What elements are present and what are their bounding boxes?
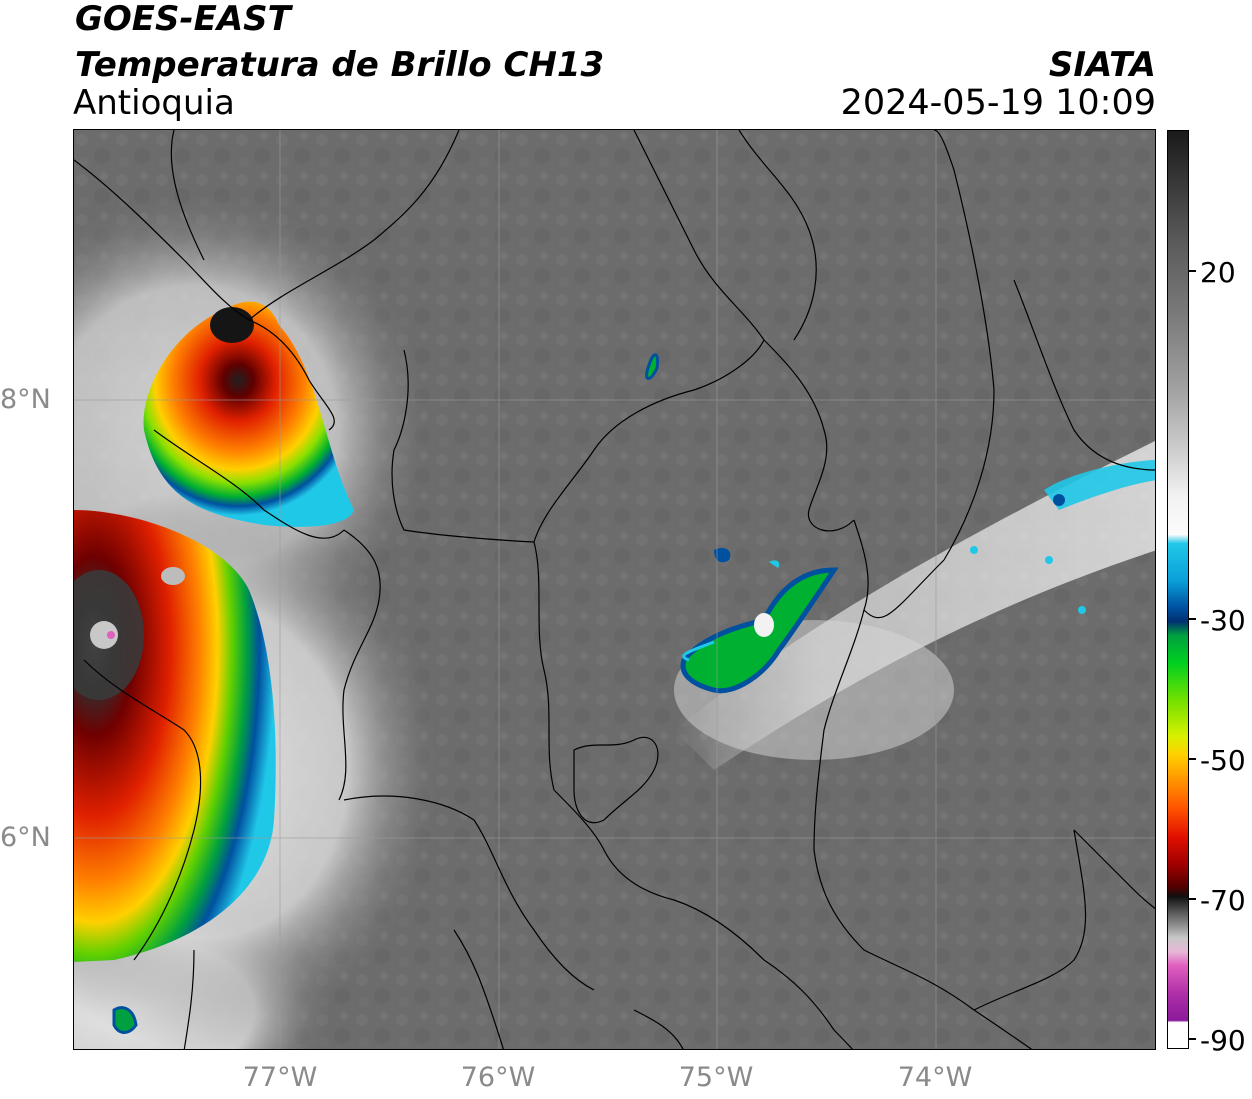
temperature-colorbar (1167, 130, 1189, 1049)
colorbar-label-minus70: -70 (1200, 884, 1246, 917)
product-title: GOES-EAST (75, 0, 291, 39)
colorbar-tick (1189, 618, 1196, 620)
lat-label-6n: 6°N (0, 822, 51, 853)
satellite-map (73, 129, 1156, 1050)
colorbar-label-minus30: -30 (1200, 604, 1246, 637)
lon-label-76w: 76°W (460, 1062, 536, 1093)
region-label: Antioquia (73, 83, 235, 123)
map-canvas (74, 130, 1155, 1049)
colorbar-label-minus90: -90 (1200, 1024, 1246, 1057)
boundaries (74, 130, 1155, 1049)
timestamp-label: 2024-05-19 10:09 (840, 83, 1156, 123)
graticule (74, 130, 1155, 1049)
colorbar-tick (1189, 270, 1196, 272)
colorbar-tick (1189, 758, 1196, 760)
colorbar-label-20: 20 (1200, 256, 1236, 289)
lon-label-74w: 74°W (897, 1062, 973, 1093)
colorbar-tick (1189, 1038, 1196, 1040)
lon-label-75w: 75°W (678, 1062, 754, 1093)
channel-title: Temperatura de Brillo CH13 (75, 45, 605, 85)
lon-label-77w: 77°W (242, 1062, 318, 1093)
colorbar-label-minus50: -50 (1200, 744, 1246, 777)
lat-label-8n: 8°N (0, 384, 51, 415)
colorbar-tick (1189, 898, 1196, 900)
organization-label: SIATA (1048, 45, 1156, 85)
